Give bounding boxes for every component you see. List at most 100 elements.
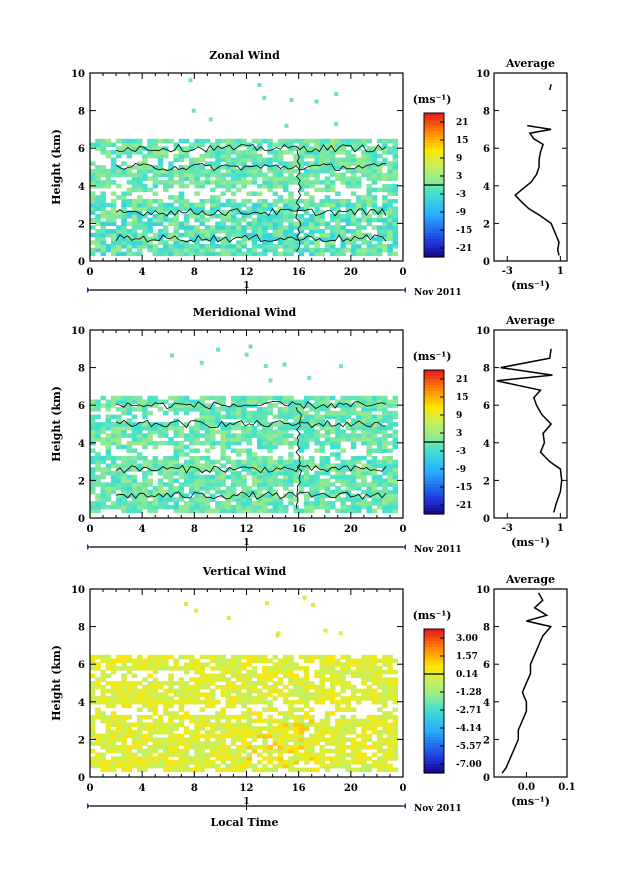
heatmap-cell — [236, 232, 242, 238]
heatmap-cell — [314, 448, 320, 453]
heatmap-cell — [256, 471, 263, 476]
heatmap-cell — [272, 459, 279, 465]
heatmap-cell — [178, 183, 185, 189]
heatmap-cell — [251, 153, 258, 159]
heatmap-cell — [131, 414, 138, 420]
heatmap-cell — [220, 677, 226, 682]
heatmap-cell — [246, 448, 252, 453]
heatmap-cell — [199, 433, 206, 438]
heatmap-cell — [288, 666, 294, 671]
heatmap-cell — [121, 444, 127, 450]
heatmap-cell — [178, 395, 185, 401]
heatmap-cell — [204, 486, 211, 491]
heatmap-cell — [283, 760, 289, 765]
heatmap-cell — [100, 471, 106, 476]
heatmap-cell — [371, 714, 378, 720]
heatmap-cell — [220, 745, 226, 750]
heatmap-cell — [303, 444, 310, 450]
heatmap-cell — [90, 501, 96, 506]
heatmap-cell — [345, 142, 352, 148]
heatmap-cell — [382, 669, 388, 675]
heatmap-cell — [293, 221, 299, 227]
heatmap-cell — [392, 493, 399, 499]
heatmap-cell — [173, 236, 179, 242]
heatmap-cell — [126, 403, 133, 408]
heatmap-cell — [319, 180, 326, 185]
heatmap-cell — [189, 229, 195, 234]
heatmap-cell — [324, 142, 331, 148]
heatmap-cell — [246, 221, 252, 227]
heatmap-cell — [241, 176, 247, 181]
heatmap-cell — [309, 718, 315, 724]
date-axis-marker — [403, 803, 406, 809]
heatmap-cell — [345, 202, 352, 208]
heatmap-cell — [324, 221, 331, 227]
heatmap-cell — [121, 395, 127, 401]
heatmap-cell — [345, 463, 352, 468]
heatmap-cell — [309, 748, 315, 754]
heatmap-cell — [340, 497, 346, 502]
heatmap-cell — [204, 425, 211, 431]
heatmap-cell — [303, 429, 310, 435]
heatmap-cell — [392, 225, 399, 230]
heatmap-cell — [183, 214, 190, 219]
heatmap-cell — [157, 478, 164, 484]
heatmap-cell — [335, 733, 341, 739]
heatmap-cell — [298, 467, 305, 472]
heatmap-cell — [387, 688, 393, 694]
heatmap-cell — [105, 217, 112, 223]
heatmap-cell — [277, 662, 284, 667]
average-frame — [493, 72, 568, 262]
heatmap-cell — [236, 482, 242, 487]
heatmap-cell — [142, 407, 148, 412]
heatmap-cell — [288, 478, 294, 484]
heatmap-cell — [277, 745, 284, 750]
heatmap-cell — [376, 745, 383, 750]
heatmap-cell — [189, 692, 195, 697]
heatmap-cell — [194, 497, 200, 502]
heatmap-cell — [303, 699, 310, 705]
heatmap-cell — [116, 756, 122, 761]
heatmap-cell — [152, 232, 159, 238]
heatmap-cell — [194, 684, 200, 690]
heatmap-cell — [256, 489, 263, 495]
heatmap-cell — [183, 482, 190, 487]
heatmap-cell — [335, 752, 341, 758]
y-tick-label: 4 — [78, 182, 85, 193]
heatmap-cell — [152, 198, 159, 204]
heatmap-cell — [194, 756, 200, 761]
heatmap-cell — [126, 142, 133, 148]
heatmap-cell — [189, 161, 195, 166]
heatmap-cell — [136, 183, 143, 189]
heatmap-cell — [251, 482, 258, 487]
heatmap-cell — [204, 180, 211, 185]
heatmap-cell — [361, 745, 367, 750]
heatmap-cell — [183, 662, 190, 667]
heatmap-cell — [361, 767, 367, 773]
heatmap-cell — [319, 482, 326, 487]
heatmap-cell — [345, 214, 352, 219]
heatmap-cell — [319, 718, 326, 724]
heatmap-cell — [209, 486, 216, 491]
y-tick-label: 0 — [78, 773, 85, 784]
heatmap-cell — [215, 467, 221, 472]
heatmap-cell — [382, 150, 388, 155]
heatmap-cell — [199, 654, 206, 660]
heatmap-cell — [361, 198, 367, 204]
heatmap-cell — [121, 463, 127, 468]
heatmap-cell — [225, 662, 232, 667]
heatmap-cell — [246, 654, 252, 660]
heatmap-cell — [293, 418, 299, 423]
heatmap-cell — [126, 489, 133, 495]
heatmap-cell — [131, 463, 138, 468]
heatmap-cell — [387, 482, 393, 487]
heatmap-cell — [392, 489, 399, 495]
heatmap-cell — [163, 666, 169, 671]
heatmap-cell — [371, 236, 378, 242]
heatmap-cell — [256, 232, 263, 238]
heatmap-cell — [356, 666, 362, 671]
heatmap-cell — [147, 176, 153, 181]
heatmap-cell — [392, 244, 399, 249]
heatmap-cell — [194, 251, 200, 257]
heatmap-cell — [345, 161, 352, 166]
